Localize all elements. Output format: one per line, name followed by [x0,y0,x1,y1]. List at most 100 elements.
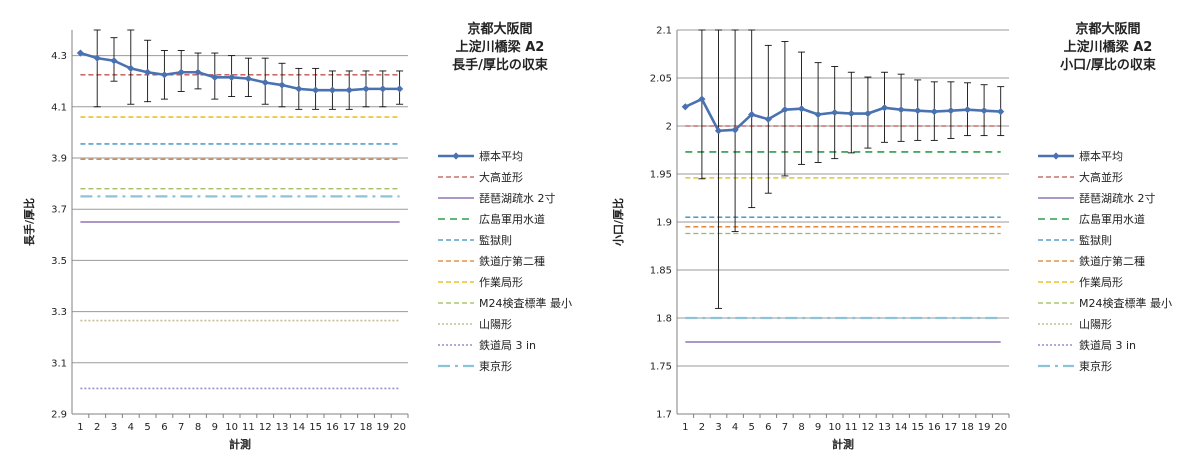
x-tick-label: 8 [195,422,201,433]
legend-swatch [438,259,474,262]
legend-swatch [438,238,474,241]
legend-item: 大高並形 [437,166,572,187]
x-tick-label: 5 [749,422,755,433]
data-point [110,57,118,65]
x-tick-label: 16 [928,422,941,433]
legend-label: 標本平均 [479,149,523,163]
chart-title-line-2: 上淀川橋梁 A2 [1063,40,1153,55]
legend-label: 鉄道局 3 in [1079,338,1137,352]
data-point [714,127,723,135]
y-tick-label: 2 [666,122,672,133]
chart-title-line-3: 長手/厚比の収束 [452,58,548,73]
legend-swatch [438,280,474,283]
legend-label: 広島軍用水道 [479,212,545,226]
x-tick-label: 19 [978,422,991,433]
legend-swatch [438,175,474,178]
legend-item: 作業局形 [1037,271,1172,292]
legend-item: M24検査標準 最小 [437,292,572,313]
legend-item: 広島軍用水道 [1037,208,1172,229]
x-axis-title: 計測 [832,437,854,451]
legend-swatch [1038,151,1074,160]
data-point [797,105,806,113]
x-tick-label: 20 [994,422,1007,433]
x-tick-label: 4 [732,422,738,433]
y-axis-title: 小口/厚比 [611,198,625,247]
chart-title: 京都大阪間 上淀川橋梁 A2 長手/厚比の収束 [400,21,600,75]
x-tick-label: 1 [682,422,688,433]
series-line-mean [80,51,400,92]
y-tick-label: 4.1 [51,102,67,113]
legend-item: 監獄則 [1037,229,1172,250]
legend-label: M24検査標準 最小 [479,296,572,310]
legend-item: 鉄道局 3 in [437,334,572,355]
legend-item: 標本平均 [1037,145,1172,166]
x-tick-label: 7 [178,422,184,433]
chart-title: 京都大阪間 上淀川橋梁 A2 小口/厚比の収束 [1008,21,1200,75]
x-tick-label: 3 [715,422,721,433]
data-point [295,85,303,93]
legend-label: M24検査標準 最小 [1079,296,1172,310]
chart-title-line-1: 京都大阪間 [1075,22,1141,37]
data-point [880,104,889,112]
data-point [831,108,839,117]
legend-label: 山陽形 [479,317,512,331]
y-tick-label: 1.85 [650,266,672,277]
x-tick-label: 6 [765,422,771,433]
x-tick-label: 14 [895,422,908,433]
data-point [681,103,689,111]
legend-label: 大高並形 [479,170,523,184]
data-point [211,73,219,81]
legend-label: 作業局形 [1079,275,1123,289]
data-point [144,68,152,76]
y-tick-label: 1.9 [656,218,672,229]
legend-swatch [438,151,474,160]
x-tick-label: 9 [212,422,218,433]
legend-item: 琵琶湖疏水 2寸 [1037,187,1172,208]
legend-label: 広島軍用水道 [1079,212,1145,226]
data-point [362,85,370,93]
x-tick-label: 13 [276,422,289,433]
data-point [328,86,336,94]
legend-label: 標本平均 [1079,149,1123,163]
y-tick-label: 2.9 [51,410,67,421]
chart-title-line-3: 小口/厚比の収束 [1060,58,1156,73]
legend-swatch [1038,196,1074,199]
legend-label: 鉄道局 3 in [479,338,537,352]
x-tick-label: 1 [77,422,83,433]
legend-label: 作業局形 [479,275,523,289]
y-tick-label: 3.1 [51,358,67,369]
x-tick-label: 16 [326,422,339,433]
y-tick-label: 2.05 [650,74,672,85]
y-tick-label: 2.1 [656,26,672,37]
chart-legend: 標本平均 大高並形 琵琶湖疏水 2寸 広島軍用水道 監獄則 鉄道庁第二種 作業局形 M24検査… [437,145,572,376]
legend-swatch [438,364,474,367]
chart-title-line-1: 京都大阪間 [467,22,533,37]
legend-label: 琵琶湖疏水 2寸 [479,191,556,205]
x-tick-label: 20 [393,422,406,433]
x-tick-label: 9 [815,422,821,433]
data-point [177,68,185,76]
y-tick-label: 3.5 [51,256,67,267]
x-tick-label: 11 [242,422,255,433]
y-tick-label: 3.3 [51,307,67,318]
chart-long-ratio: 2.93.13.33.53.73.94.14.31 2 3 4 5 6 7 8 9 10 11 12 1… [22,29,409,451]
legend-label: 鉄道庁第二種 [1079,254,1145,268]
x-tick-label: 5 [144,422,150,433]
data-point [261,78,269,87]
legend-label: 東京形 [1079,359,1112,373]
x-tick-label: 12 [862,422,875,433]
legend-swatch [438,343,474,346]
legend-swatch [438,196,474,199]
chart-title-line-2: 上淀川橋梁 A2 [455,40,545,55]
x-tick-label: 8 [798,422,804,433]
legend-swatch [1038,175,1074,178]
x-tick-label: 15 [911,422,924,433]
data-point [379,85,387,93]
x-tick-label: 14 [292,422,305,433]
legend-swatch [1038,322,1074,325]
data-point [278,81,286,89]
legend-label: 監獄則 [479,233,512,247]
y-tick-label: 1.95 [650,170,672,181]
legend-item: 鉄道局 3 in [1037,334,1172,355]
